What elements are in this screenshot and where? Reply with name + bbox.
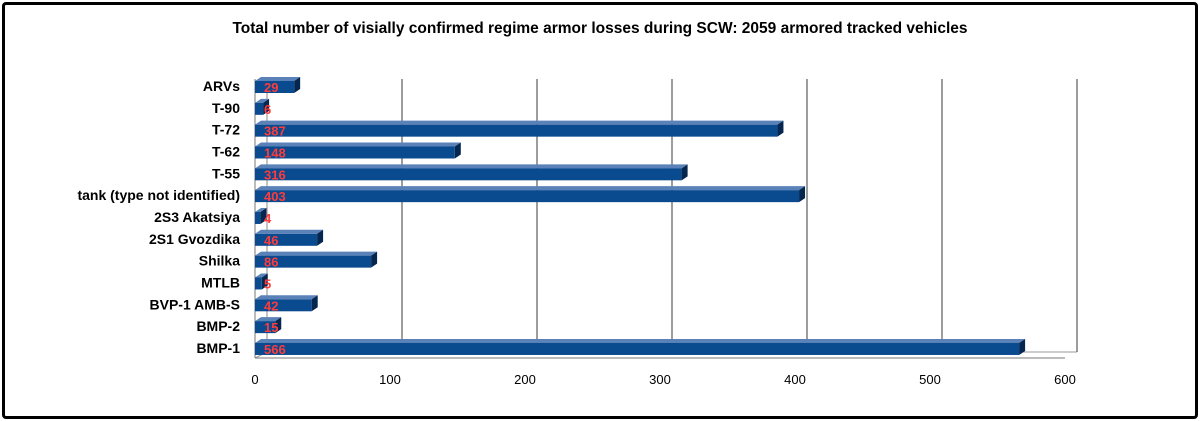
category-label: Shilka (199, 253, 240, 269)
data-label: 6 (264, 102, 271, 117)
bar-top (255, 229, 324, 234)
data-label: 29 (264, 80, 278, 95)
bar-top (255, 251, 378, 256)
category-label: T-55 (212, 165, 240, 181)
bar-top (255, 207, 267, 212)
bar-group (255, 317, 282, 334)
bar-top (255, 77, 301, 81)
bar-top (255, 295, 318, 300)
bar-side (263, 98, 270, 115)
bar (255, 102, 264, 115)
bar-group (255, 142, 461, 159)
bar-side (294, 77, 301, 93)
data-label: 5 (264, 276, 271, 291)
bar (255, 146, 455, 159)
bar-top (255, 164, 688, 169)
data-label: 4 (264, 211, 272, 226)
x-tick-label: 200 (514, 372, 536, 387)
bar-top (255, 273, 268, 278)
bar (255, 81, 295, 93)
category-label: 2S1 Gvozdika (149, 231, 240, 247)
bar-top (255, 98, 270, 103)
bar-side (275, 317, 282, 334)
category-label: ARVs (203, 78, 240, 94)
data-label: 403 (264, 189, 286, 204)
bar (255, 168, 682, 181)
category-label: tank (type not identified) (77, 187, 240, 203)
bar-side (260, 207, 267, 224)
bar-side (681, 164, 688, 181)
bar (255, 233, 318, 246)
x-tick-label: 600 (1054, 372, 1076, 387)
bar-group (255, 98, 270, 115)
bar (255, 255, 372, 268)
data-label: 46 (264, 233, 278, 248)
bar-top (255, 186, 806, 191)
category-label: T-90 (212, 100, 240, 116)
bar (255, 190, 800, 203)
bar-group (255, 77, 301, 93)
x-tick-label: 100 (379, 372, 401, 387)
x-tick-label: 400 (784, 372, 806, 387)
bar (255, 211, 261, 224)
category-label: 2S3 Akatsiya (154, 209, 240, 225)
bar-group (255, 120, 784, 137)
bar-top (255, 317, 282, 322)
bar-group (255, 295, 318, 312)
bar-group (255, 164, 688, 181)
bar-side (261, 273, 268, 290)
data-label: 86 (264, 255, 278, 270)
bar-group (255, 251, 378, 268)
bar (255, 342, 1020, 355)
bar-side (799, 186, 806, 203)
category-label: MTLB (201, 274, 240, 290)
bar-group (255, 207, 267, 224)
chart-title: Total number of visially confirmed regim… (232, 20, 968, 37)
data-label: 387 (264, 124, 286, 139)
bar-side (371, 251, 378, 268)
bar (255, 277, 262, 290)
x-tick-label: 300 (649, 372, 671, 387)
bar-side (454, 142, 461, 159)
bar-side (777, 120, 784, 137)
bar (255, 124, 778, 137)
category-label: T-72 (212, 122, 240, 138)
bar-side (311, 295, 318, 312)
bar (255, 299, 312, 312)
bar-top (255, 338, 1026, 343)
bar-top (255, 142, 461, 147)
x-tick-label: 500 (919, 372, 941, 387)
category-label: BMP-2 (196, 318, 240, 334)
bar (255, 321, 276, 334)
bar-side (1019, 338, 1026, 355)
data-label: 15 (264, 320, 278, 335)
data-label: 42 (264, 298, 278, 313)
category-label: BVP-1 AMB-S (150, 296, 241, 312)
x-tick-label: 0 (251, 372, 258, 387)
bar-group (255, 186, 806, 203)
bar-group (255, 338, 1026, 355)
data-label: 148 (264, 145, 286, 160)
data-label: 316 (264, 167, 286, 182)
category-label: T-62 (212, 143, 240, 159)
category-label: BMP-1 (196, 340, 240, 356)
data-label: 566 (264, 342, 286, 357)
bar-group (255, 273, 268, 290)
bar-top (255, 120, 784, 125)
bar-side (317, 229, 324, 246)
bar-group (255, 229, 324, 246)
